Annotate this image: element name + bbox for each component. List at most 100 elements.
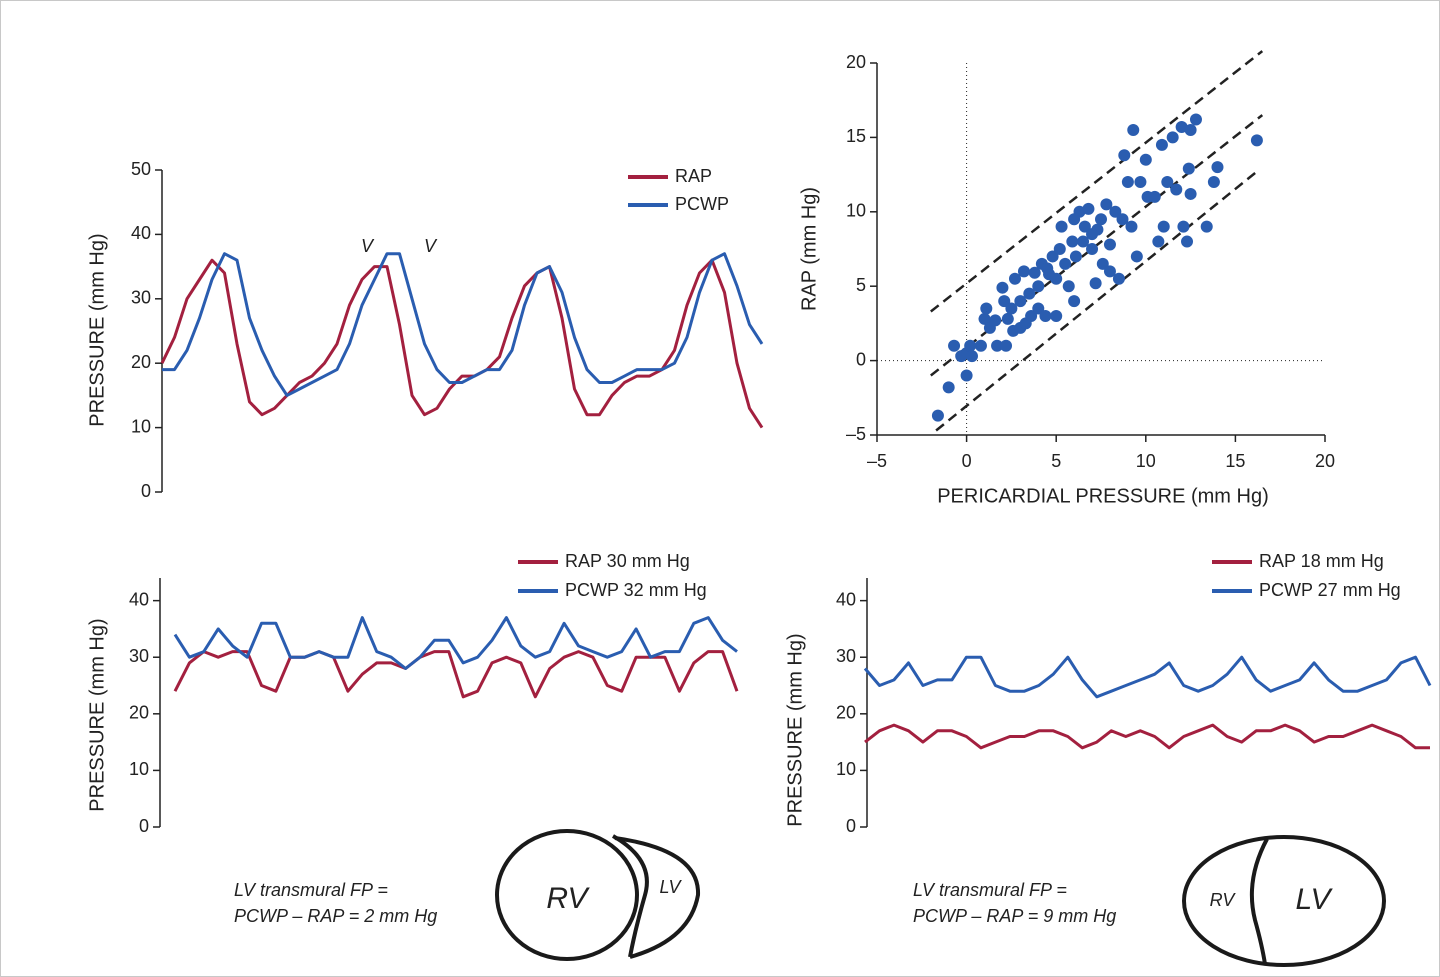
y-axis-label: PRESSURE (mm Hg) — [784, 633, 806, 826]
diagram-label: RV — [546, 882, 590, 915]
y-tick-label: 0 — [139, 816, 149, 836]
data-point — [996, 281, 1009, 294]
data-point — [1184, 187, 1197, 200]
legend-label: PCWP — [675, 194, 729, 214]
x-tick-label: 15 — [1225, 451, 1245, 471]
data-point — [1095, 213, 1107, 226]
y-tick-label: 10 — [131, 416, 151, 436]
legend-label: RAP 18 mm Hg — [1259, 551, 1384, 571]
lv-wall — [614, 836, 701, 959]
annotation: V — [361, 236, 375, 256]
data-point — [1139, 153, 1152, 166]
data-point — [960, 369, 973, 382]
data-point — [1184, 123, 1197, 136]
y-tick-label: 15 — [846, 126, 866, 146]
data-point — [989, 314, 1002, 327]
data-point — [1181, 235, 1194, 248]
data-point — [980, 302, 993, 315]
data-point — [1032, 302, 1045, 315]
data-point — [1155, 138, 1168, 151]
data-point — [1082, 202, 1095, 215]
data-point — [1109, 205, 1122, 218]
data-point — [1053, 243, 1066, 255]
y-tick-label: 30 — [131, 288, 151, 308]
y-tick-label: 20 — [836, 703, 856, 723]
data-point — [1008, 272, 1021, 285]
data-point — [1055, 220, 1068, 233]
heart-outline — [1182, 835, 1386, 967]
diagram-label: LV — [659, 877, 682, 897]
y-tick-label: 5 — [856, 275, 866, 295]
data-point — [1041, 262, 1054, 275]
x-tick-label: 5 — [1051, 451, 1061, 471]
data-point — [1050, 272, 1063, 285]
data-point — [1250, 134, 1263, 147]
annotation: PCWP – RAP = 9 mm Hg — [913, 906, 1116, 926]
data-point — [1116, 213, 1129, 226]
y-axis-label: RAP (mm Hg) — [798, 187, 820, 311]
y-axis-label: PRESSURE (mm Hg) — [86, 233, 108, 426]
data-point — [1127, 123, 1140, 136]
septum — [612, 834, 649, 958]
data-point — [965, 350, 978, 363]
data-point — [1068, 213, 1081, 226]
data-point — [1211, 161, 1224, 174]
series-line — [173, 650, 739, 699]
y-tick-label: 10 — [129, 759, 149, 779]
data-point — [1130, 250, 1143, 263]
data-point — [998, 295, 1011, 308]
legend-label: RAP — [675, 166, 712, 186]
data-point — [1078, 220, 1091, 233]
series-line — [173, 616, 738, 670]
diagram-label: RV — [1210, 890, 1237, 910]
y-tick-label: 20 — [131, 352, 151, 372]
y-tick-label: 0 — [846, 816, 856, 836]
data-point — [1046, 250, 1059, 263]
y-tick-label: 20 — [129, 703, 149, 723]
data-point — [1096, 257, 1109, 270]
data-point — [1157, 220, 1170, 233]
data-point — [1112, 272, 1125, 285]
x-axis-label: PERICARDIAL PRESSURE (mm Hg) — [937, 485, 1269, 507]
data-point — [1100, 198, 1113, 211]
data-point — [942, 381, 955, 394]
x-tick-label: 20 — [1315, 451, 1335, 471]
annotation: V — [424, 236, 438, 256]
annotation: PCWP – RAP = 2 mm Hg — [234, 906, 437, 926]
data-point — [1182, 162, 1195, 175]
legend-label: PCWP 27 mm Hg — [1259, 580, 1401, 600]
reference-line — [935, 169, 1260, 432]
x-tick-label: 10 — [1136, 451, 1156, 471]
data-point — [1014, 295, 1027, 308]
legend-label: PCWP 32 mm Hg — [565, 580, 707, 600]
data-point — [1121, 176, 1134, 189]
y-tick-label: 40 — [836, 589, 856, 609]
y-tick-label: 0 — [141, 481, 151, 501]
data-point — [1005, 302, 1018, 315]
y-tick-label: 30 — [836, 646, 856, 666]
data-point — [964, 339, 977, 352]
data-point — [1028, 266, 1041, 279]
y-tick-label: 40 — [129, 589, 149, 609]
data-point — [1000, 339, 1013, 352]
data-point — [1050, 309, 1063, 322]
y-tick-label: 30 — [129, 646, 149, 666]
y-tick-label: 10 — [846, 201, 866, 221]
heart-outline — [495, 829, 639, 961]
data-point — [1023, 287, 1036, 300]
reference-line — [930, 50, 1264, 313]
x-tick-label: 0 — [962, 451, 972, 471]
data-point — [1068, 295, 1081, 308]
data-point — [1069, 250, 1082, 263]
data-point — [948, 339, 961, 352]
data-point — [978, 312, 991, 325]
data-point — [1025, 309, 1038, 322]
data-point — [1170, 183, 1183, 196]
data-point — [1200, 220, 1213, 233]
y-tick-label: 10 — [836, 759, 856, 779]
data-point — [1166, 131, 1179, 144]
data-point — [931, 409, 944, 422]
data-point — [1134, 176, 1147, 189]
series-line — [864, 723, 1430, 750]
